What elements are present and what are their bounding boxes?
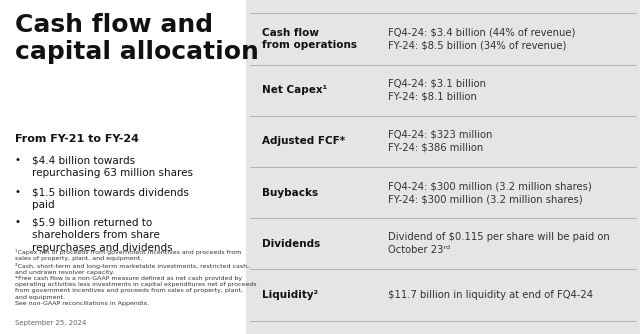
Text: From FY-21 to FY-24: From FY-21 to FY-24 (15, 134, 139, 144)
Text: FQ4-24: $3.4 billion (44% of revenue)
FY-24: $8.5 billion (34% of revenue): FQ4-24: $3.4 billion (44% of revenue) FY… (388, 28, 575, 50)
Text: FQ4-24: $3.1 billion
FY-24: $8.1 billion: FQ4-24: $3.1 billion FY-24: $8.1 billion (388, 79, 486, 102)
Text: $5.9 billion returned to
shareholders from share
repurchases and dividends: $5.9 billion returned to shareholders fr… (32, 217, 173, 253)
Text: $1.5 billion towards dividends
paid: $1.5 billion towards dividends paid (32, 187, 189, 210)
Text: Liquidity²: Liquidity² (262, 290, 318, 300)
Text: •: • (15, 187, 20, 197)
Text: Dividends: Dividends (262, 239, 321, 249)
Text: Cash flow and
capital allocation: Cash flow and capital allocation (15, 13, 259, 64)
Text: FQ4-24: $300 million (3.2 million shares)
FY-24: $300 million (3.2 million share: FQ4-24: $300 million (3.2 million shares… (388, 181, 592, 204)
Text: Net Capex¹: Net Capex¹ (262, 85, 327, 95)
Text: Dividend of $0.115 per share will be paid on
October 23ʳᵈ: Dividend of $0.115 per share will be pai… (388, 232, 610, 255)
Text: •: • (15, 217, 20, 227)
Text: Buybacks: Buybacks (262, 188, 318, 198)
Text: $11.7 billion in liquidity at end of FQ4-24: $11.7 billion in liquidity at end of FQ4… (388, 290, 593, 300)
Text: FQ4-24: $323 million
FY-24: $386 million: FQ4-24: $323 million FY-24: $386 million (388, 130, 492, 153)
Text: Adjusted FCF*: Adjusted FCF* (262, 136, 345, 146)
Text: Cash flow
from operations: Cash flow from operations (262, 28, 357, 50)
Text: ¹Capex net of proceeds from government incentives and proceeds from
sales of pro: ¹Capex net of proceeds from government i… (15, 249, 256, 306)
Text: •: • (15, 155, 20, 165)
Text: September 25, 2024: September 25, 2024 (15, 320, 86, 326)
Text: $4.4 billion towards
repurchasing 63 million shares: $4.4 billion towards repurchasing 63 mil… (32, 155, 193, 178)
